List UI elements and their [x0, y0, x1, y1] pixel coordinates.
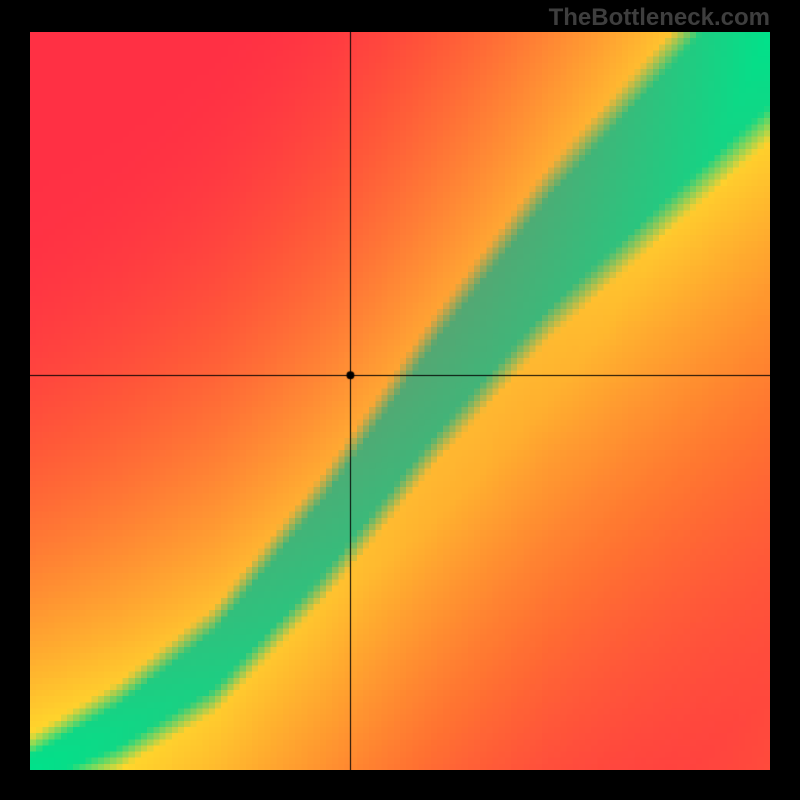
bottleneck-heatmap — [30, 32, 770, 770]
watermark-text: TheBottleneck.com — [549, 4, 770, 32]
chart-container: TheBottleneck.com — [0, 0, 800, 800]
